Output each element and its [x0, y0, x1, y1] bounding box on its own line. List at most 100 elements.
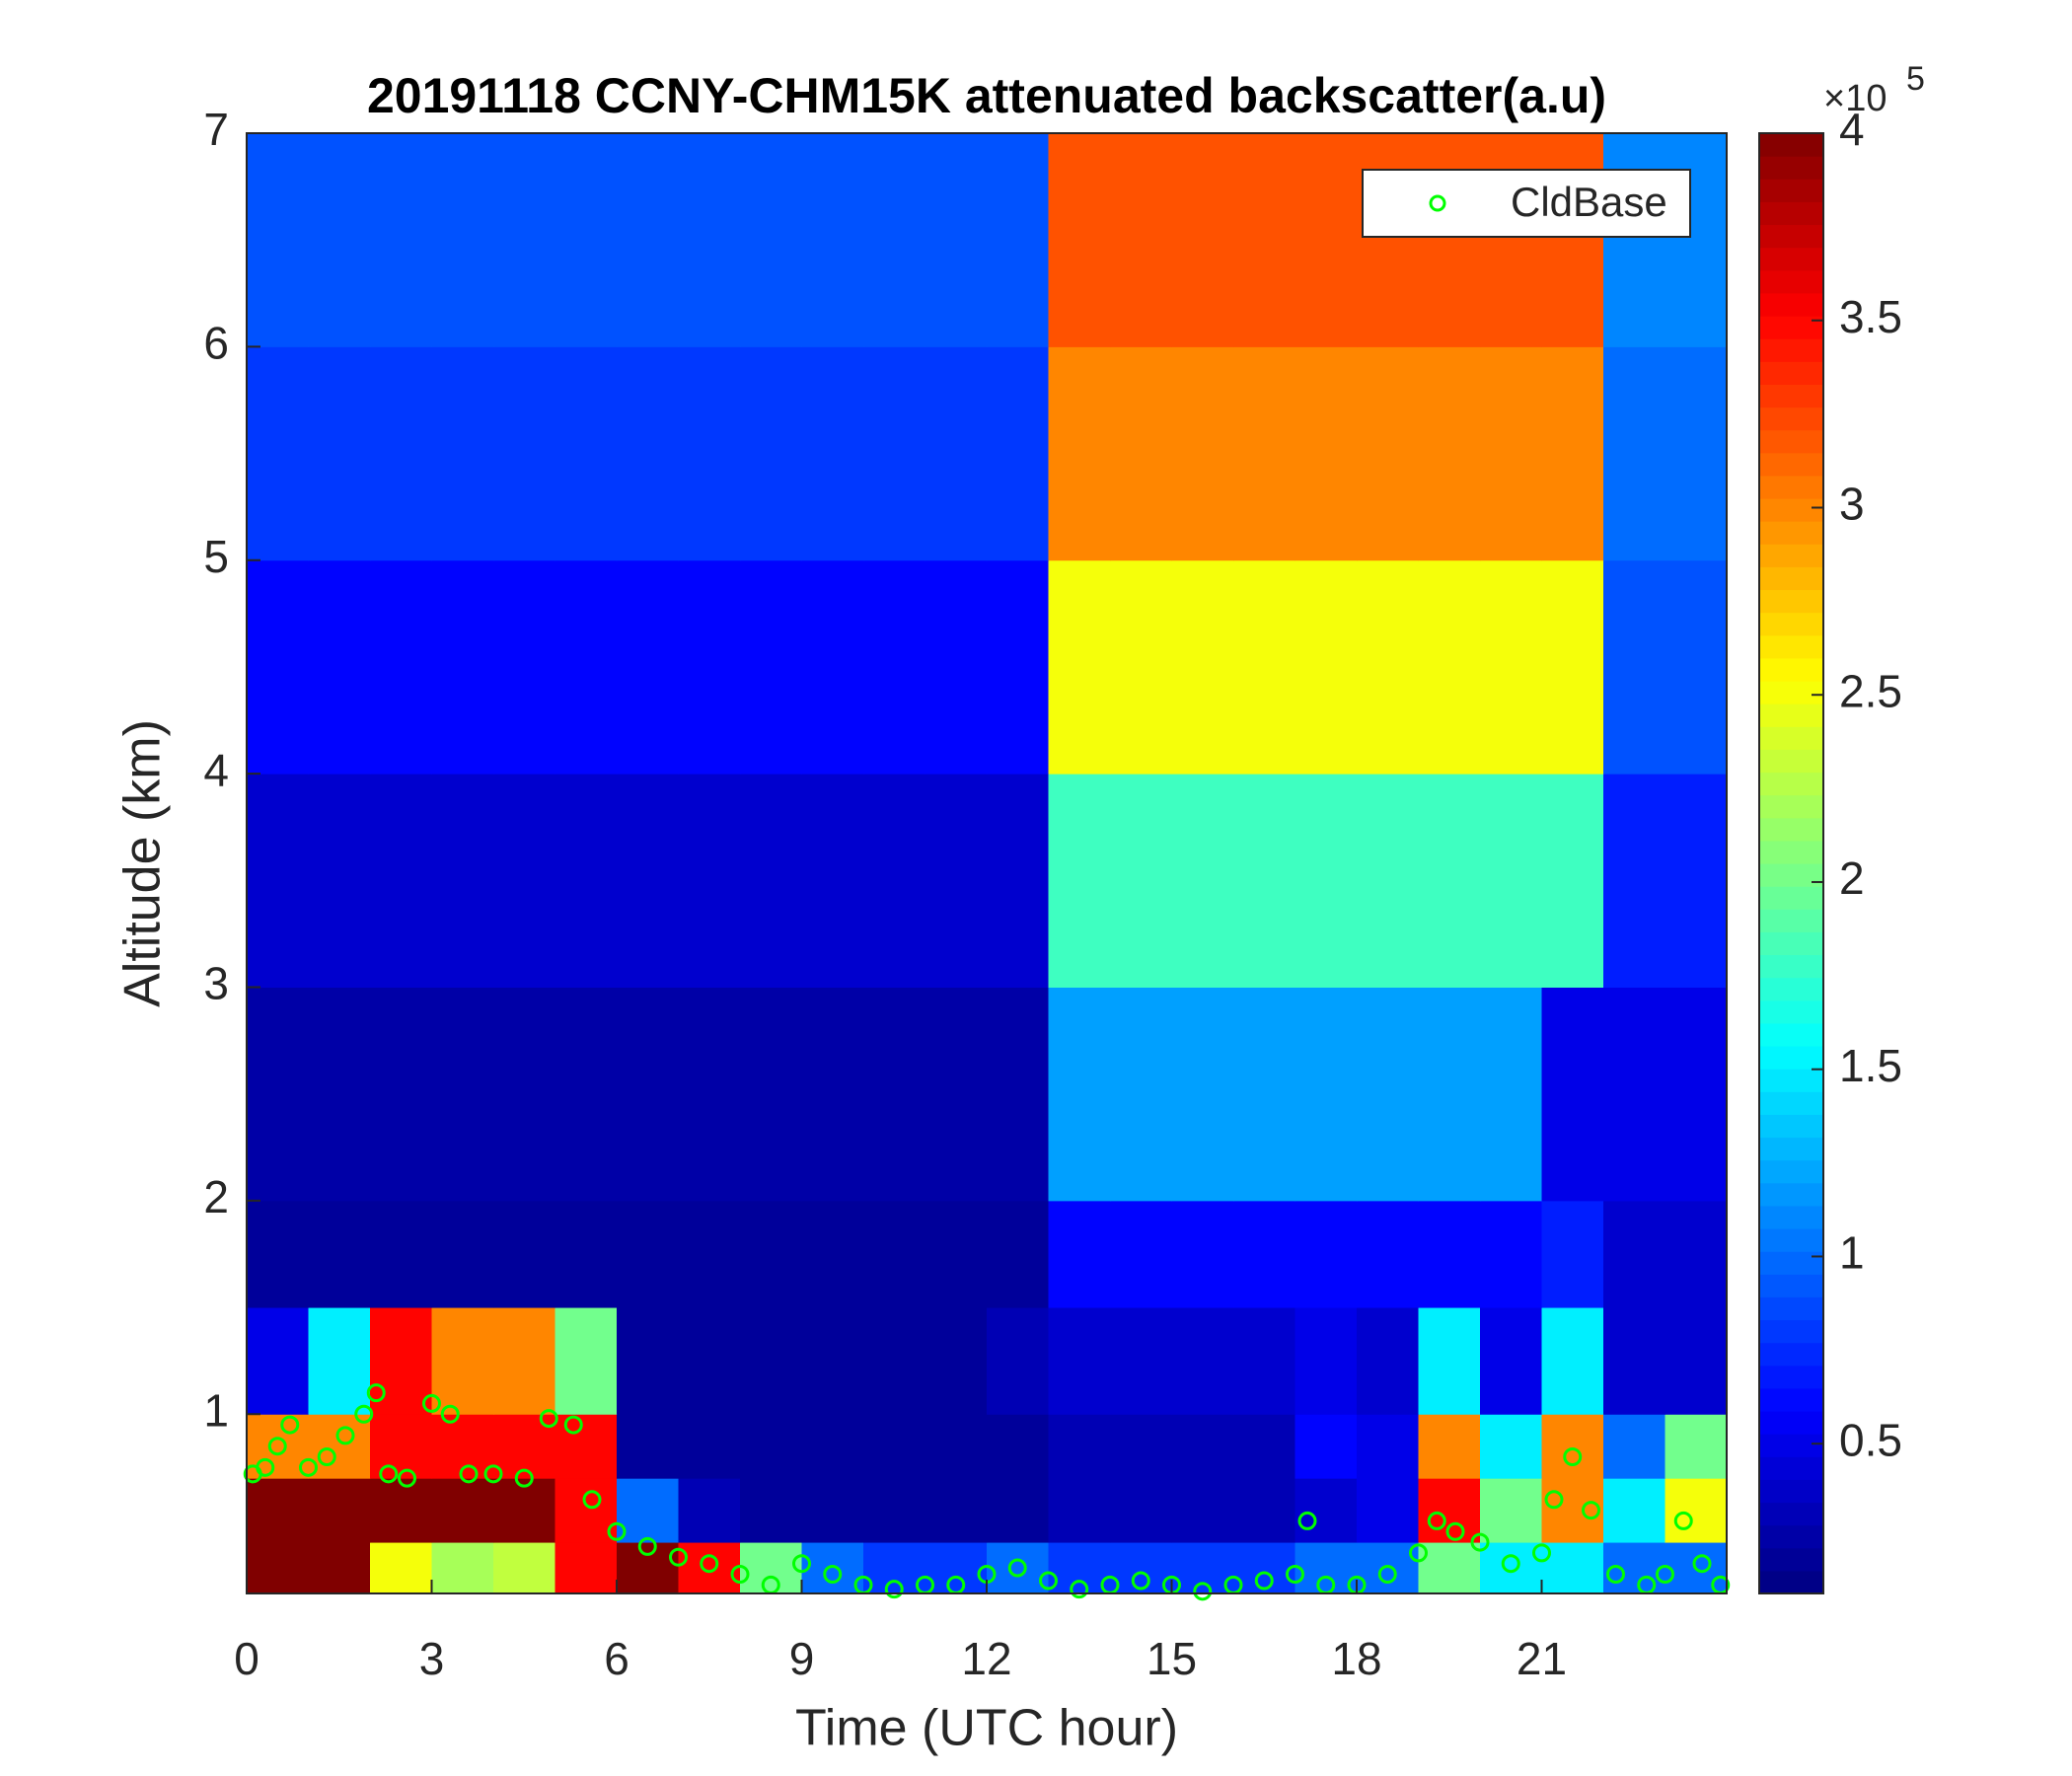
heatmap-cell: [617, 1542, 679, 1594]
cloud-base-point: [1582, 1501, 1600, 1520]
heatmap-cell: [863, 1478, 925, 1543]
colorbar-step: [1759, 384, 1823, 408]
heatmap-cell: [925, 1414, 988, 1479]
heatmap-cell: [1357, 1307, 1419, 1415]
colorbar-tick-label: 2: [1839, 852, 1865, 904]
heatmap-cell: [1295, 1414, 1358, 1479]
heatmap-cell: [1233, 1200, 1295, 1308]
colorbar-step: [1759, 224, 1823, 249]
chart-title: 20191118 CCNY-CHM15K attenuated backscat…: [367, 68, 1606, 123]
heatmap-cell: [740, 346, 802, 561]
colorbar-step: [1759, 316, 1823, 339]
heatmap-cell: [1480, 1478, 1542, 1543]
colorbar-step: [1759, 634, 1823, 659]
heatmap-cell: [1357, 987, 1419, 1202]
heatmap-cell: [1603, 1414, 1665, 1479]
heatmap-cell: [370, 1414, 432, 1479]
heatmap-cell: [493, 133, 555, 347]
heatmap-cell: [1048, 346, 1111, 561]
y-tick-label: 5: [203, 531, 229, 582]
heatmap-cell: [555, 1200, 618, 1308]
heatmap-cell: [370, 1478, 432, 1543]
cloud-base-point: [1039, 1571, 1058, 1591]
colorbar-step: [1759, 954, 1823, 979]
heatmap-cell: [1110, 987, 1172, 1202]
heatmap-cell: [1048, 559, 1111, 775]
colorbar-step: [1759, 498, 1823, 522]
heatmap-cell: [1603, 1478, 1665, 1543]
heatmap-cell: [740, 987, 802, 1202]
heatmap-cell: [431, 774, 494, 988]
heatmap-cell: [1110, 346, 1172, 561]
heatmap-cell: [1603, 987, 1665, 1202]
heatmap-cell: [740, 1414, 802, 1479]
heatmap-cell: [431, 1200, 494, 1308]
heatmap-cell: [555, 559, 618, 775]
heatmap-cell: [555, 987, 618, 1202]
heatmap-cell: [1603, 133, 1665, 347]
heatmap-cell: [1171, 559, 1234, 775]
heatmap-cell: [1357, 1542, 1419, 1594]
colorbar-step: [1759, 794, 1823, 819]
cloud-base-point: [1606, 1565, 1625, 1585]
colorbar-step: [1759, 179, 1823, 202]
heatmap-cell: [1171, 774, 1234, 988]
colorbar-step: [1759, 1137, 1823, 1161]
heatmap-cell: [1233, 1307, 1295, 1415]
heatmap-cell: [801, 559, 864, 775]
heatmap-cell: [1480, 1307, 1542, 1415]
heatmap-cell: [1418, 1307, 1481, 1415]
colorbar-step: [1759, 1547, 1823, 1572]
cloud-base-point: [1427, 1511, 1446, 1530]
y-tick-label: 3: [203, 958, 229, 1009]
colorbar-step: [1759, 407, 1823, 431]
y-axis-label: Altitude (km): [114, 719, 172, 1007]
heatmap-cell: [1295, 1542, 1358, 1594]
cloud-base-point: [354, 1404, 374, 1424]
cloud-base-point: [823, 1565, 843, 1585]
heatmap-cell: [617, 987, 679, 1202]
heatmap-cell: [925, 346, 988, 561]
heatmap-cell: [1665, 1307, 1728, 1415]
heatmap-cell: [431, 987, 494, 1202]
colorbar-step: [1759, 475, 1823, 499]
heatmap-cell: [678, 1542, 741, 1594]
x-tick-label: 0: [234, 1633, 259, 1684]
cloud-base-point: [1445, 1521, 1465, 1541]
heatmap-cell: [1357, 1478, 1419, 1543]
cloud-base-point: [792, 1554, 811, 1574]
heatmap-cell: [678, 1414, 741, 1479]
colorbar-step: [1759, 292, 1823, 317]
heatmap-cell: [493, 1542, 555, 1594]
heatmap-cell: [1541, 774, 1604, 988]
colorbar-tick-label: 0.5: [1839, 1414, 1902, 1465]
heatmap-cell: [1357, 133, 1419, 347]
heatmap-cell: [617, 559, 679, 775]
heatmap-cell: [678, 1307, 741, 1415]
colorbar-step: [1759, 1274, 1823, 1297]
heatmap-cell: [493, 774, 555, 988]
colorbar-step: [1759, 1479, 1823, 1504]
heatmap-cell: [247, 559, 309, 775]
heatmap-cell: [678, 1200, 741, 1308]
heatmap-cell: [493, 1307, 555, 1415]
heatmap-cell: [555, 774, 618, 988]
cloud-base-point: [366, 1383, 386, 1403]
heatmap-cell: [1665, 133, 1728, 347]
heatmap-cell: [1171, 1307, 1234, 1415]
heatmap-cell: [370, 346, 432, 561]
colorbar-step: [1759, 133, 1823, 157]
heatmap-cell: [1665, 1414, 1728, 1479]
heatmap-cell: [1295, 346, 1358, 561]
colorbar-step: [1759, 429, 1823, 454]
heatmap-cell: [987, 1414, 1049, 1479]
heatmap-cell: [1418, 559, 1481, 775]
heatmap-cell: [1171, 1542, 1234, 1594]
colorbar-step: [1759, 1387, 1823, 1412]
heatmap-cell: [1048, 133, 1111, 347]
heatmap-cell: [431, 1478, 494, 1543]
colorbar-step: [1759, 817, 1823, 842]
cloud-base-point: [317, 1447, 336, 1467]
colorbar-step: [1759, 1205, 1823, 1229]
heatmap-cell: [1048, 1200, 1111, 1308]
